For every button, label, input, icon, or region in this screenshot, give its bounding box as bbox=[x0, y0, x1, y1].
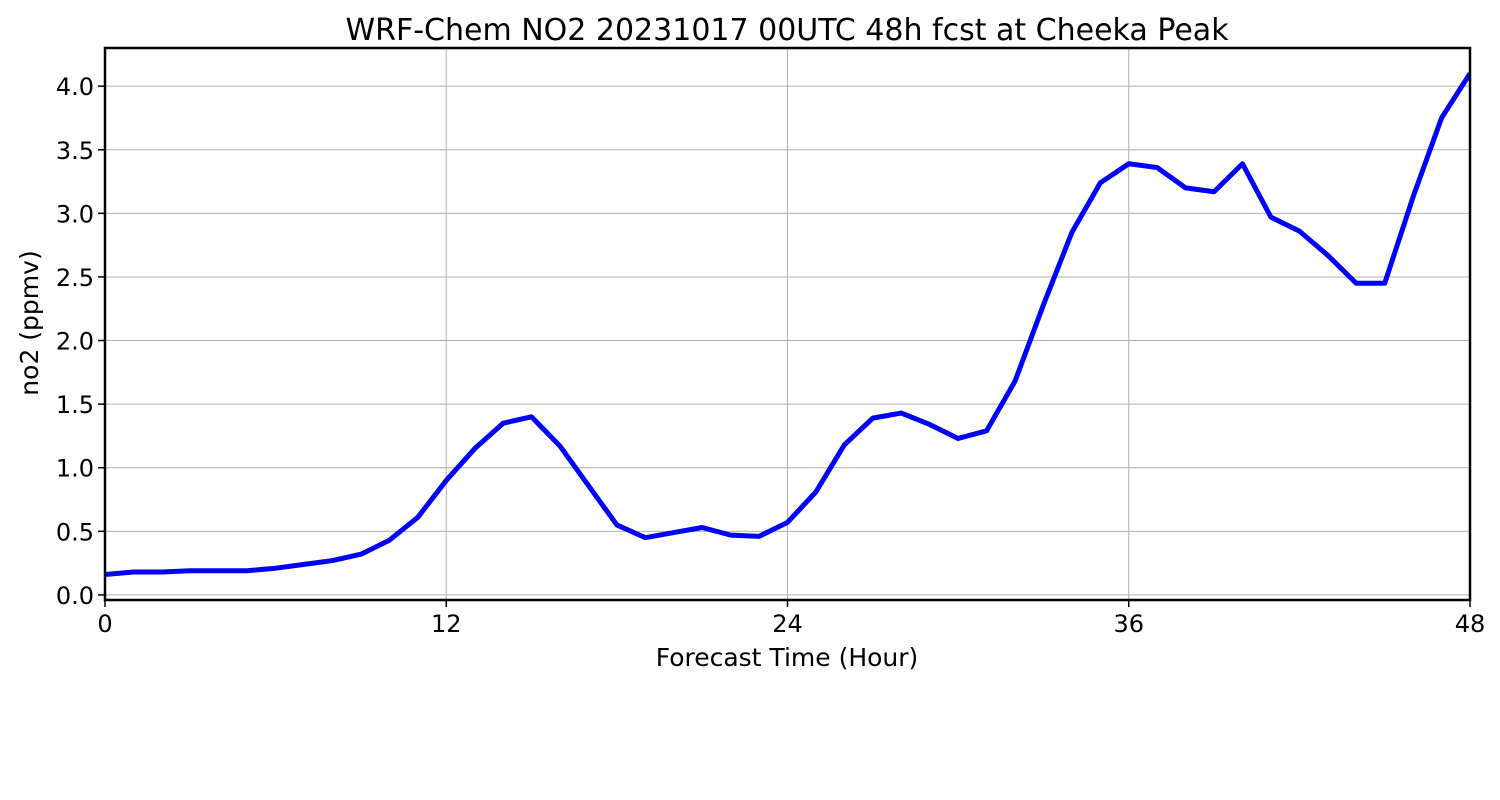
y-tick-label: 3.0 bbox=[56, 200, 94, 228]
y-tick-label: 1.0 bbox=[56, 455, 94, 483]
x-axis-ticks: 0 12 24 36 48 bbox=[97, 600, 1485, 638]
y-tick-label: 2.5 bbox=[56, 264, 94, 292]
y-tick-label: 3.5 bbox=[56, 137, 94, 165]
y-tick-label: 2.0 bbox=[56, 328, 94, 356]
chart-title: WRF-Chem NO2 20231017 00UTC 48h fcst at … bbox=[345, 13, 1229, 48]
y-tick-label: 1.5 bbox=[56, 391, 94, 419]
y-tick-label: 0.0 bbox=[56, 582, 94, 610]
y-tick-label: 0.5 bbox=[56, 518, 94, 546]
y-tick-label: 4.0 bbox=[56, 73, 94, 101]
y-axis-ticks: 0.0 0.5 1.0 1.5 2.0 2.5 3.0 3.5 4.0 bbox=[56, 73, 105, 610]
y-axis-label: no2 (ppmv) bbox=[15, 250, 44, 395]
x-tick-label: 48 bbox=[1455, 610, 1486, 638]
x-tick-label: 0 bbox=[97, 610, 112, 638]
x-tick-label: 24 bbox=[772, 610, 803, 638]
series-line bbox=[105, 72, 1470, 578]
x-tick-label: 36 bbox=[1113, 610, 1144, 638]
x-tick-label: 12 bbox=[431, 610, 462, 638]
x-axis-label: Forecast Time (Hour) bbox=[656, 643, 919, 672]
series-layer bbox=[105, 72, 1470, 578]
grid-lines bbox=[104, 48, 1471, 600]
